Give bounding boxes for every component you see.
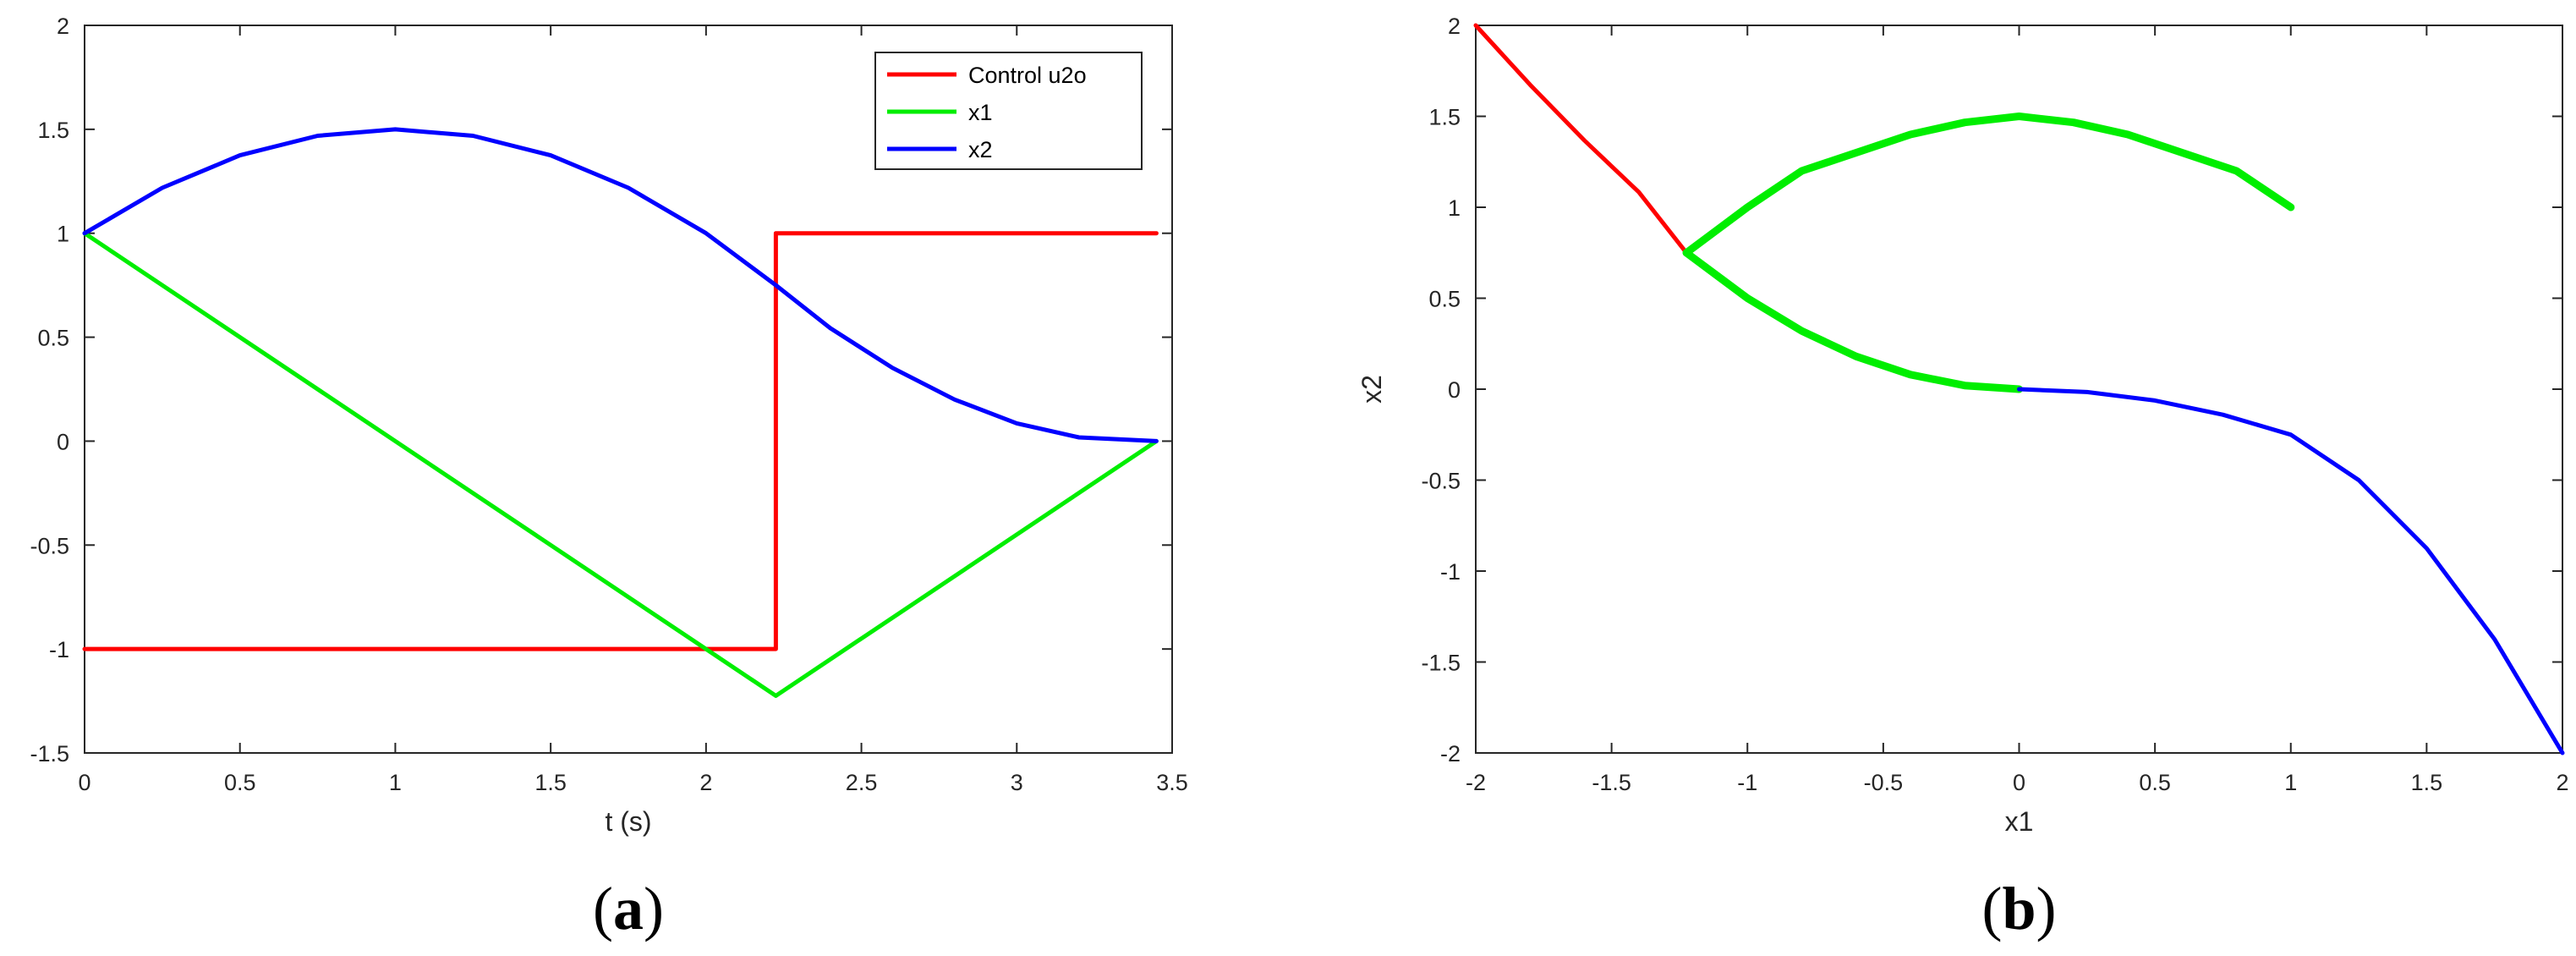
x-tick-label: 0 (2013, 770, 2025, 795)
x-tick-label: 2 (699, 770, 712, 795)
series-line-x1-2 (1682, 249, 2023, 393)
panel-b-x-axis-label: x1 (2005, 806, 2034, 837)
y-tick-label: 0.5 (37, 326, 69, 351)
x-tick-label: 1.5 (2411, 770, 2443, 795)
y-tick-label: 1 (57, 222, 69, 247)
y-tick-label: -2 (1440, 741, 1461, 766)
x-tick-label: -2 (1466, 770, 1486, 795)
series-line-x1-1 (1682, 113, 2295, 257)
x-tick-label: 2.5 (846, 770, 878, 795)
y-tick-label: -1.5 (1421, 651, 1461, 676)
y-tick-label: 1.5 (37, 118, 69, 143)
legend-entry-label: x1 (968, 100, 993, 125)
series-line-control-0 (1473, 23, 1689, 255)
x-tick-label: 3 (1011, 770, 1023, 795)
y-tick-label: -1.5 (30, 741, 69, 766)
y-tick-label: -0.5 (1421, 469, 1461, 494)
panel-a-label: (a) (593, 875, 664, 942)
x-tick-label: -0.5 (1864, 770, 1904, 795)
y-tick-label: 0.5 (1428, 287, 1461, 312)
panel-b-y-axis-label: x2 (1357, 375, 1387, 404)
x-tick-label: -1.5 (1592, 770, 1631, 795)
x-tick-label: 1.5 (534, 770, 567, 795)
panel-a-x-axis-label: t (s) (605, 806, 651, 837)
y-tick-label: -0.5 (30, 533, 69, 558)
legend-entry-label: Control u2o (968, 63, 1087, 88)
y-tick-label: 2 (1448, 14, 1461, 39)
series-line-x1 (82, 231, 1159, 698)
x-tick-label: 1 (389, 770, 402, 795)
series-line-control-u2o (82, 231, 1159, 651)
series-line-x2-3 (2017, 387, 2565, 755)
series-line-x2 (82, 127, 1159, 443)
panel-a-legend: Control u2o x1 x2 (874, 52, 1143, 170)
x-tick-label: 0.5 (224, 770, 256, 795)
x-tick-label: 1 (2284, 770, 2297, 795)
panel-a-chart: 0 0.5 1 1.5 2 2.5 3 3.5 -1.5 -1 -0.5 0 0.5 1 1.5 2 t (s… (30, 14, 1187, 942)
panel-b-chart: -2 -1.5 -1 -0.5 0 0.5 1 1.5 2 -2 -1.5 -1 -0.5 0 0.5 1 1.… (1357, 14, 2569, 942)
x-tick-label: 0 (78, 770, 90, 795)
x-tick-label: 3.5 (1156, 770, 1188, 795)
legend-entry-label: x2 (968, 137, 993, 162)
panel-b-label: (b) (1981, 875, 2056, 942)
y-tick-label: 1 (1448, 195, 1461, 221)
x-tick-label: 2 (2556, 770, 2568, 795)
y-tick-label: 0 (57, 429, 69, 454)
y-tick-label: 1.5 (1428, 105, 1461, 130)
x-tick-label: -1 (1737, 770, 1757, 795)
y-tick-label: 0 (1448, 377, 1461, 403)
y-tick-label: 2 (57, 14, 69, 39)
x-tick-label: 0.5 (2139, 770, 2171, 795)
y-tick-label: -1 (1440, 559, 1461, 585)
y-tick-label: -1 (49, 637, 69, 662)
